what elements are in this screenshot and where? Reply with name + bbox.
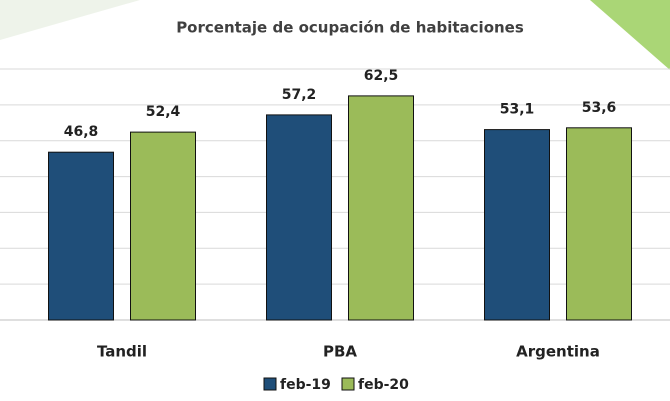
legend-label: feb-19 [280,377,331,393]
bar [484,129,550,321]
x-tick-label: Argentina [516,343,600,361]
legend-swatch [341,377,355,391]
bar [348,95,414,321]
bar [48,151,114,321]
bar [266,114,332,321]
value-label: 62,5 [364,68,399,84]
value-label: 53,1 [500,102,535,118]
decor-triangle [590,0,670,70]
legend-label: feb-20 [358,377,409,393]
legend-swatch [263,377,277,391]
x-tick-label: Tandil [97,343,147,361]
bar [566,127,632,321]
value-label: 57,2 [282,87,317,103]
decor-shape [0,0,140,40]
value-label: 46,8 [64,124,99,140]
value-label: 53,6 [582,100,617,116]
chart-title: Porcentaje de ocupación de habitaciones [176,19,524,37]
bar [130,131,196,321]
value-label: 52,4 [146,104,181,120]
x-tick-label: PBA [323,343,357,361]
